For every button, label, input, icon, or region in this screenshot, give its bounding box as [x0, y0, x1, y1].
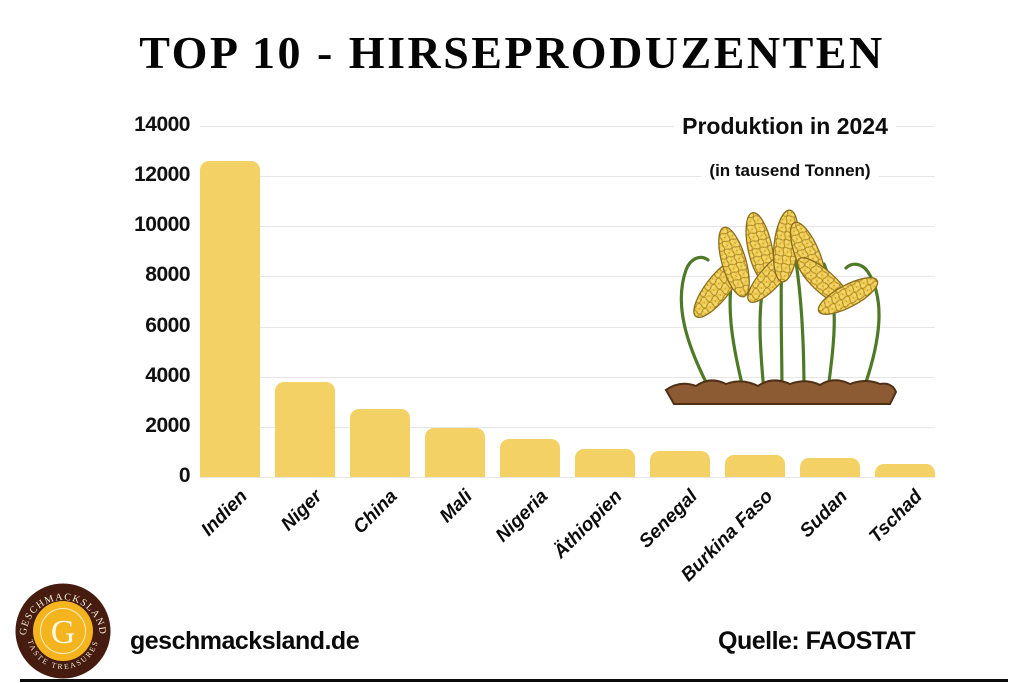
gridline-6000	[200, 326, 935, 328]
y-axis-tick-label: 0	[178, 464, 191, 487]
y-axis-tick-label: 8000	[145, 263, 190, 287]
logo-inner-ring	[40, 608, 86, 654]
gridline-0	[200, 477, 935, 478]
millet-plant-illustration	[664, 209, 898, 405]
bar-china	[350, 409, 410, 477]
x-axis-category-label: Niger	[277, 486, 327, 536]
y-axis-tick-label: 2000	[145, 413, 190, 437]
logo-gold-disc	[33, 601, 93, 661]
bar-sudan	[800, 457, 860, 477]
bar-äthiopien	[575, 449, 635, 477]
gridline-12000	[200, 176, 935, 178]
y-axis-tick-label: 4000	[145, 363, 190, 387]
gridline-8000	[200, 276, 935, 278]
gridline-4000	[200, 376, 935, 378]
x-axis-category-label: Äthiopien	[550, 486, 627, 563]
y-axis-tick-label: 10000	[134, 213, 190, 237]
source-credit: Quelle: FAOSTAT	[718, 627, 916, 655]
annotation-subtitle-block: (in tausend Tonnen)	[635, 160, 945, 182]
bar-senegal	[650, 450, 710, 477]
y-axis-tick-label: 6000	[145, 313, 190, 337]
bar-tschad	[875, 464, 935, 477]
website-url: geschmacksland.de	[130, 627, 360, 655]
geschmacksland-logo: GESCHMACKSLAND TASTE TREASURES G	[15, 583, 111, 679]
bar-chart-plot-area	[200, 126, 935, 478]
y-axis-tick-label: 14000	[134, 113, 190, 136]
y-axis-tick-label: 12000	[134, 163, 190, 187]
annotation-title: Produktion in 2024	[674, 112, 896, 141]
x-axis-category-label: Sudan	[795, 486, 852, 542]
gridline-14000	[200, 126, 935, 127]
soil-mound	[664, 379, 898, 405]
millet-grain-heads	[693, 209, 879, 318]
annotation-block: Produktion in 2024	[630, 112, 940, 141]
gridline-2000	[200, 426, 935, 428]
annotation-subtitle: (in tausend Tonnen)	[701, 160, 879, 182]
x-axis-category-label: Indien	[197, 486, 252, 541]
gridline-10000	[200, 226, 935, 228]
x-axis-category-label: Tschad	[865, 486, 927, 548]
logo-monogram: G	[51, 614, 76, 651]
bar-niger	[275, 381, 335, 477]
bottom-divider-line	[20, 679, 1008, 682]
bar-indien	[200, 161, 260, 477]
bar-burkina-faso	[725, 455, 785, 477]
bar-nigeria	[500, 439, 560, 477]
x-axis-category-label: Senegal	[635, 486, 702, 553]
bar-mali	[425, 428, 485, 477]
x-axis-category-label: China	[349, 486, 402, 539]
x-axis-category-label: Nigeria	[491, 486, 552, 547]
x-axis-category-label: Mali	[435, 486, 477, 527]
chart-title: TOP 10 - HIRSEPRODUZENTEN	[139, 27, 885, 78]
